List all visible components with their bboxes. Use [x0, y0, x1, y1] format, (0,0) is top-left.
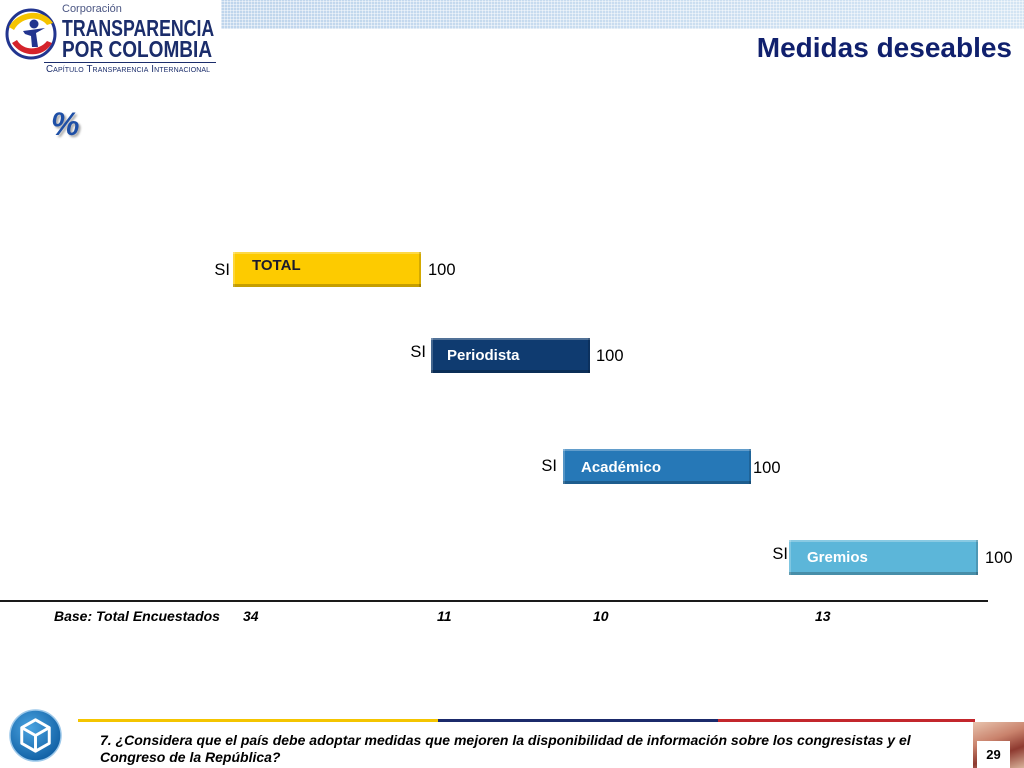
logo-divider: [44, 62, 216, 63]
base-value-total: 34: [243, 608, 259, 624]
base-value-gremios: 13: [815, 608, 831, 624]
bar-total: [233, 252, 421, 287]
bar-chart: TOTAL SI 100 Periodista SI 100 Académico SI 100 G…: [214, 252, 1013, 575]
base-value-academico: 10: [593, 608, 609, 624]
value-label-academico: 100: [753, 458, 781, 477]
rule-segment-yellow: [78, 719, 438, 722]
series-label-periodista: SI: [410, 342, 426, 361]
base-value-periodista: 11: [437, 608, 452, 624]
bar-periodista: [431, 338, 590, 373]
question-line-2: Congreso de la República?: [100, 749, 281, 765]
series-label-academico: SI: [541, 456, 557, 475]
slide-title: Medidas deseables: [756, 32, 1012, 63]
value-label-total: 100: [428, 260, 456, 279]
bar-label-periodista: Periodista: [447, 347, 520, 364]
series-label-total: SI: [214, 260, 230, 279]
logo-name-line1: TRANSPARENCIA: [62, 15, 215, 41]
bar-label-academico: Académico: [581, 459, 662, 476]
value-label-gremios: 100: [985, 548, 1013, 567]
value-label-periodista: 100: [596, 346, 624, 365]
page-number: 29: [977, 741, 1010, 768]
bar-label-total: TOTAL: [252, 257, 301, 274]
logo-name-line2: POR COLOMBIA: [62, 36, 213, 62]
question-text: 7. ¿Considera que el país debe adoptar m…: [100, 732, 911, 766]
logo-corporacion-text: Corporación: [62, 3, 122, 15]
cube-emblem-icon: [9, 709, 62, 762]
bar-academico: [563, 449, 751, 484]
base-separator-line: [0, 600, 988, 602]
rule-segment-red: [718, 719, 975, 722]
header-band: [221, 0, 1024, 29]
question-line-1: 7. ¿Considera que el país debe adoptar m…: [100, 732, 911, 748]
rule-segment-navy: [438, 719, 718, 722]
series-label-gremios: SI: [772, 544, 788, 563]
logo-tagline: Capítulo Transparencia Internacional: [46, 64, 211, 75]
unit-label: %: [51, 106, 80, 142]
bar-label-gremios: Gremios: [807, 549, 868, 566]
base-label: Base: Total Encuestados: [54, 608, 220, 624]
bar-gremios: [789, 540, 978, 575]
transparencia-emblem-icon: [5, 8, 57, 60]
